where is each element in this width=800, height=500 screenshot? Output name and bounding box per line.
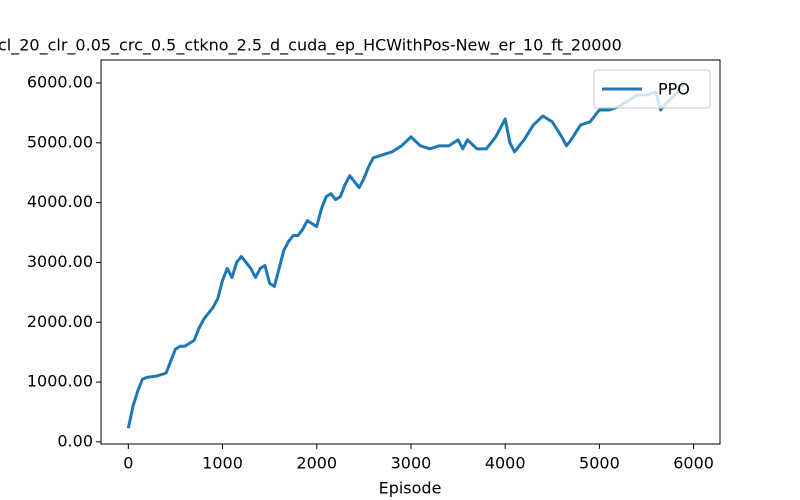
y-tick-label: 6000.00 <box>27 73 93 92</box>
x-tick-label: 5000 <box>579 454 620 473</box>
x-tick-label: 3000 <box>391 454 432 473</box>
y-tick-label: 4000.00 <box>27 192 93 211</box>
x-tick-label: 0 <box>123 454 133 473</box>
y-tick-label: 1000.00 <box>27 372 93 391</box>
x-tick-label: 2000 <box>296 454 337 473</box>
y-tick-label: 3000.00 <box>27 252 93 271</box>
line-series <box>126 82 686 429</box>
y-tick-label: 2000.00 <box>27 312 93 331</box>
legend-box <box>593 69 711 109</box>
y-tick-label: 5000.00 <box>27 132 93 151</box>
y-tick-label: 0.00 <box>57 431 93 450</box>
x-axis-label: Episode <box>379 479 442 498</box>
x-tick-label: 4000 <box>485 454 526 473</box>
legend-label: PPO <box>658 80 690 99</box>
plot-frame <box>100 59 721 445</box>
x-tick-label: 1000 <box>202 454 243 473</box>
x-tick-label: 6000 <box>673 454 714 473</box>
chart-title: cl_20_clr_0.05_crc_0.5_ctkno_2.5_d_cuda_… <box>0 36 622 56</box>
